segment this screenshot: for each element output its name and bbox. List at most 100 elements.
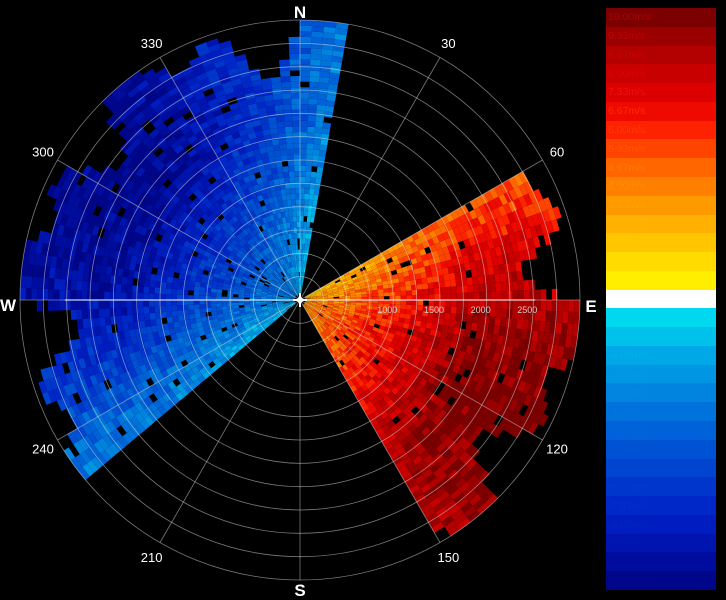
velocity-cell [237, 249, 245, 256]
velocity-cell [71, 171, 82, 184]
velocity-cell [231, 345, 238, 352]
velocity-cell [404, 280, 411, 287]
velocity-cell [96, 185, 106, 197]
velocity-cell [428, 517, 442, 528]
velocity-cell [356, 321, 364, 326]
velocity-cell [292, 126, 300, 133]
velocity-cell [248, 264, 255, 270]
velocity-cell [428, 384, 437, 394]
velocity-cell [322, 295, 328, 298]
velocity-cell [325, 310, 331, 315]
velocity-cell [255, 264, 262, 270]
velocity-cell [131, 231, 140, 241]
velocity-cell [451, 409, 461, 420]
velocity-cell [378, 300, 384, 304]
velocity-cell [451, 399, 461, 410]
velocity-cell [402, 323, 410, 329]
velocity-cell [346, 317, 353, 322]
velocity-cell [357, 366, 365, 373]
velocity-cell [536, 211, 546, 225]
velocity-cell [538, 353, 546, 366]
velocity-cell [170, 91, 183, 102]
velocity-cell [381, 364, 389, 372]
velocity-cell [404, 243, 412, 251]
velocity-cell [260, 296, 267, 299]
velocity-cell [196, 252, 204, 260]
velocity-cell [539, 310, 547, 322]
velocity-cell [357, 341, 365, 348]
velocity-cell [269, 311, 276, 316]
velocity-cell [420, 395, 429, 405]
velocity-cell [302, 277, 304, 284]
velocity-cell [190, 271, 198, 277]
velocity-cell [328, 325, 335, 331]
velocity-cell [294, 176, 300, 183]
velocity-cell [186, 345, 194, 353]
velocity-cell [526, 330, 534, 341]
velocity-cell [361, 377, 369, 385]
velocity-cell [52, 199, 62, 212]
velocity-cell [472, 498, 486, 511]
velocity-cell [545, 310, 552, 322]
velocity-cell [72, 195, 82, 208]
velocity-cell [426, 512, 439, 524]
velocity-cell [293, 290, 297, 296]
velocity-cell [323, 26, 336, 34]
colorbar-label: -8.00m/s [608, 518, 649, 531]
velocity-cell [229, 342, 236, 349]
velocity-cell [31, 276, 38, 289]
velocity-cell [428, 434, 439, 445]
colorbar-label: -9.33m/s [608, 555, 649, 568]
velocity-cell [316, 298, 323, 300]
velocity-cell [295, 289, 298, 295]
velocity-cell [415, 432, 425, 442]
velocity-cell [330, 338, 336, 345]
velocity-cell [219, 181, 228, 190]
velocity-cell [503, 385, 513, 397]
velocity-cell [157, 151, 168, 162]
velocity-cell [205, 93, 217, 103]
velocity-cell [537, 331, 545, 343]
velocity-cell [364, 388, 372, 397]
velocity-cell [344, 302, 351, 305]
velocity-cell [244, 290, 251, 294]
velocity-cell [191, 125, 202, 135]
velocity-cell [422, 288, 429, 295]
velocity-cell [438, 491, 450, 502]
velocity-cell [62, 191, 72, 204]
velocity-cell [255, 306, 262, 310]
velocity-cell [207, 242, 215, 250]
velocity-cell [155, 372, 165, 382]
velocity-cell [457, 517, 471, 530]
velocity-cell [292, 210, 297, 217]
velocity-cell [126, 344, 135, 354]
velocity-cell [311, 298, 317, 300]
velocity-cell [267, 252, 273, 259]
velocity-cell [440, 422, 451, 433]
velocity-cell [167, 270, 175, 278]
colorbar-label: -10.00m/s [608, 574, 655, 587]
velocity-cell [357, 318, 365, 323]
velocity-cell [266, 302, 273, 305]
velocity-cell [272, 173, 279, 180]
velocity-cell [111, 428, 123, 440]
velocity-cell [86, 346, 95, 357]
velocity-cell [402, 456, 413, 466]
velocity-cell [455, 382, 464, 393]
velocity-cell [98, 438, 109, 450]
velocity-cell [206, 368, 215, 376]
velocity-cell [261, 193, 268, 200]
velocity-cell [147, 153, 158, 164]
velocity-cell [351, 364, 358, 372]
azimuth-label: 60 [550, 145, 564, 160]
velocity-cell [458, 451, 470, 463]
velocity-cell [100, 450, 112, 462]
velocity-cell [264, 314, 271, 319]
velocity-cell [574, 300, 580, 313]
velocity-cell [278, 200, 284, 208]
velocity-cell [462, 485, 474, 498]
velocity-cell [239, 231, 246, 239]
velocity-cell [209, 122, 220, 132]
velocity-cell [309, 306, 315, 310]
velocity-cell [166, 276, 174, 284]
